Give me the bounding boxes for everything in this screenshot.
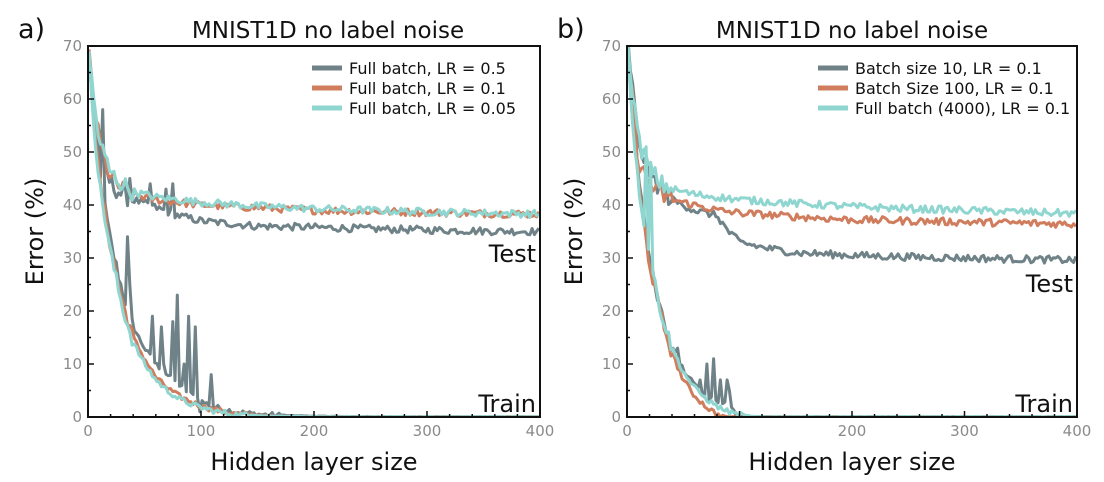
x-tick-label: 300 <box>413 422 442 440</box>
x-tick-label: 400 <box>1063 422 1092 440</box>
chart-title: MNIST1D no label noise <box>192 18 464 44</box>
panel-letter: a) <box>18 14 45 45</box>
x-tick-label: 100 <box>187 422 216 440</box>
series-line-test-gray <box>88 55 540 237</box>
y-tick-label: 0 <box>611 408 621 426</box>
panel-a: a) MNIST1D no label noise 0 100 200 300 400 0 10… <box>18 14 554 476</box>
x-axis-label: Hidden layer size <box>748 448 955 476</box>
series-line-test-cyan <box>627 46 1077 218</box>
legend-entry: Full batch (4000), LR = 0.1 <box>855 99 1070 118</box>
y-tick-label: 70 <box>602 37 621 55</box>
series-line-test-cyan <box>88 58 540 219</box>
legend-entry: Full batch, LR = 0.5 <box>349 59 506 78</box>
y-tick-label: 40 <box>63 196 82 214</box>
panel-b: b) MNIST1D no label noise 0 200 300 400 0 10 20 3… <box>557 14 1091 476</box>
y-tick-label: 50 <box>63 143 82 161</box>
panel-letter: b) <box>557 14 585 45</box>
y-tick-label: 20 <box>602 302 621 320</box>
x-tick-label: 200 <box>300 422 329 440</box>
y-tick-label: 70 <box>63 37 82 55</box>
y-tick-label: 10 <box>63 355 82 373</box>
legend-entry: Batch size 10, LR = 0.1 <box>855 59 1042 78</box>
x-tick-label: 0 <box>83 422 93 440</box>
y-tick-label: 10 <box>602 355 621 373</box>
y-axis-label: Error (%) <box>21 178 49 286</box>
y-tick-label: 40 <box>602 196 621 214</box>
annotation-test: Test <box>488 240 536 268</box>
y-tick-label: 20 <box>63 302 82 320</box>
annotation-test: Test <box>1025 270 1073 298</box>
annotation-train: Train <box>1014 390 1073 418</box>
y-tick-label: 0 <box>72 408 82 426</box>
series-line-test-orange <box>627 48 1077 229</box>
y-tick-label: 30 <box>602 249 621 267</box>
y-tick-label: 50 <box>602 143 621 161</box>
y-tick-label: 60 <box>602 90 621 108</box>
x-axis-label: Hidden layer size <box>210 448 417 476</box>
x-tick-label: 0 <box>622 422 632 440</box>
x-tick-label: 300 <box>950 422 979 440</box>
legend-entry: Full batch, LR = 0.1 <box>349 79 506 98</box>
chart-title: MNIST1D no label noise <box>716 18 988 44</box>
series-line-test-gray <box>627 46 1077 265</box>
annotation-train: Train <box>477 390 536 418</box>
legend-entry: Full batch, LR = 0.05 <box>349 99 516 118</box>
y-tick-label: 30 <box>63 249 82 267</box>
x-tick-label: 400 <box>526 422 555 440</box>
x-tick-label: 200 <box>838 422 867 440</box>
legend-entry: Batch Size 100, LR = 0.1 <box>855 79 1054 98</box>
y-tick-label: 60 <box>63 90 82 108</box>
y-axis-label: Error (%) <box>560 178 588 286</box>
